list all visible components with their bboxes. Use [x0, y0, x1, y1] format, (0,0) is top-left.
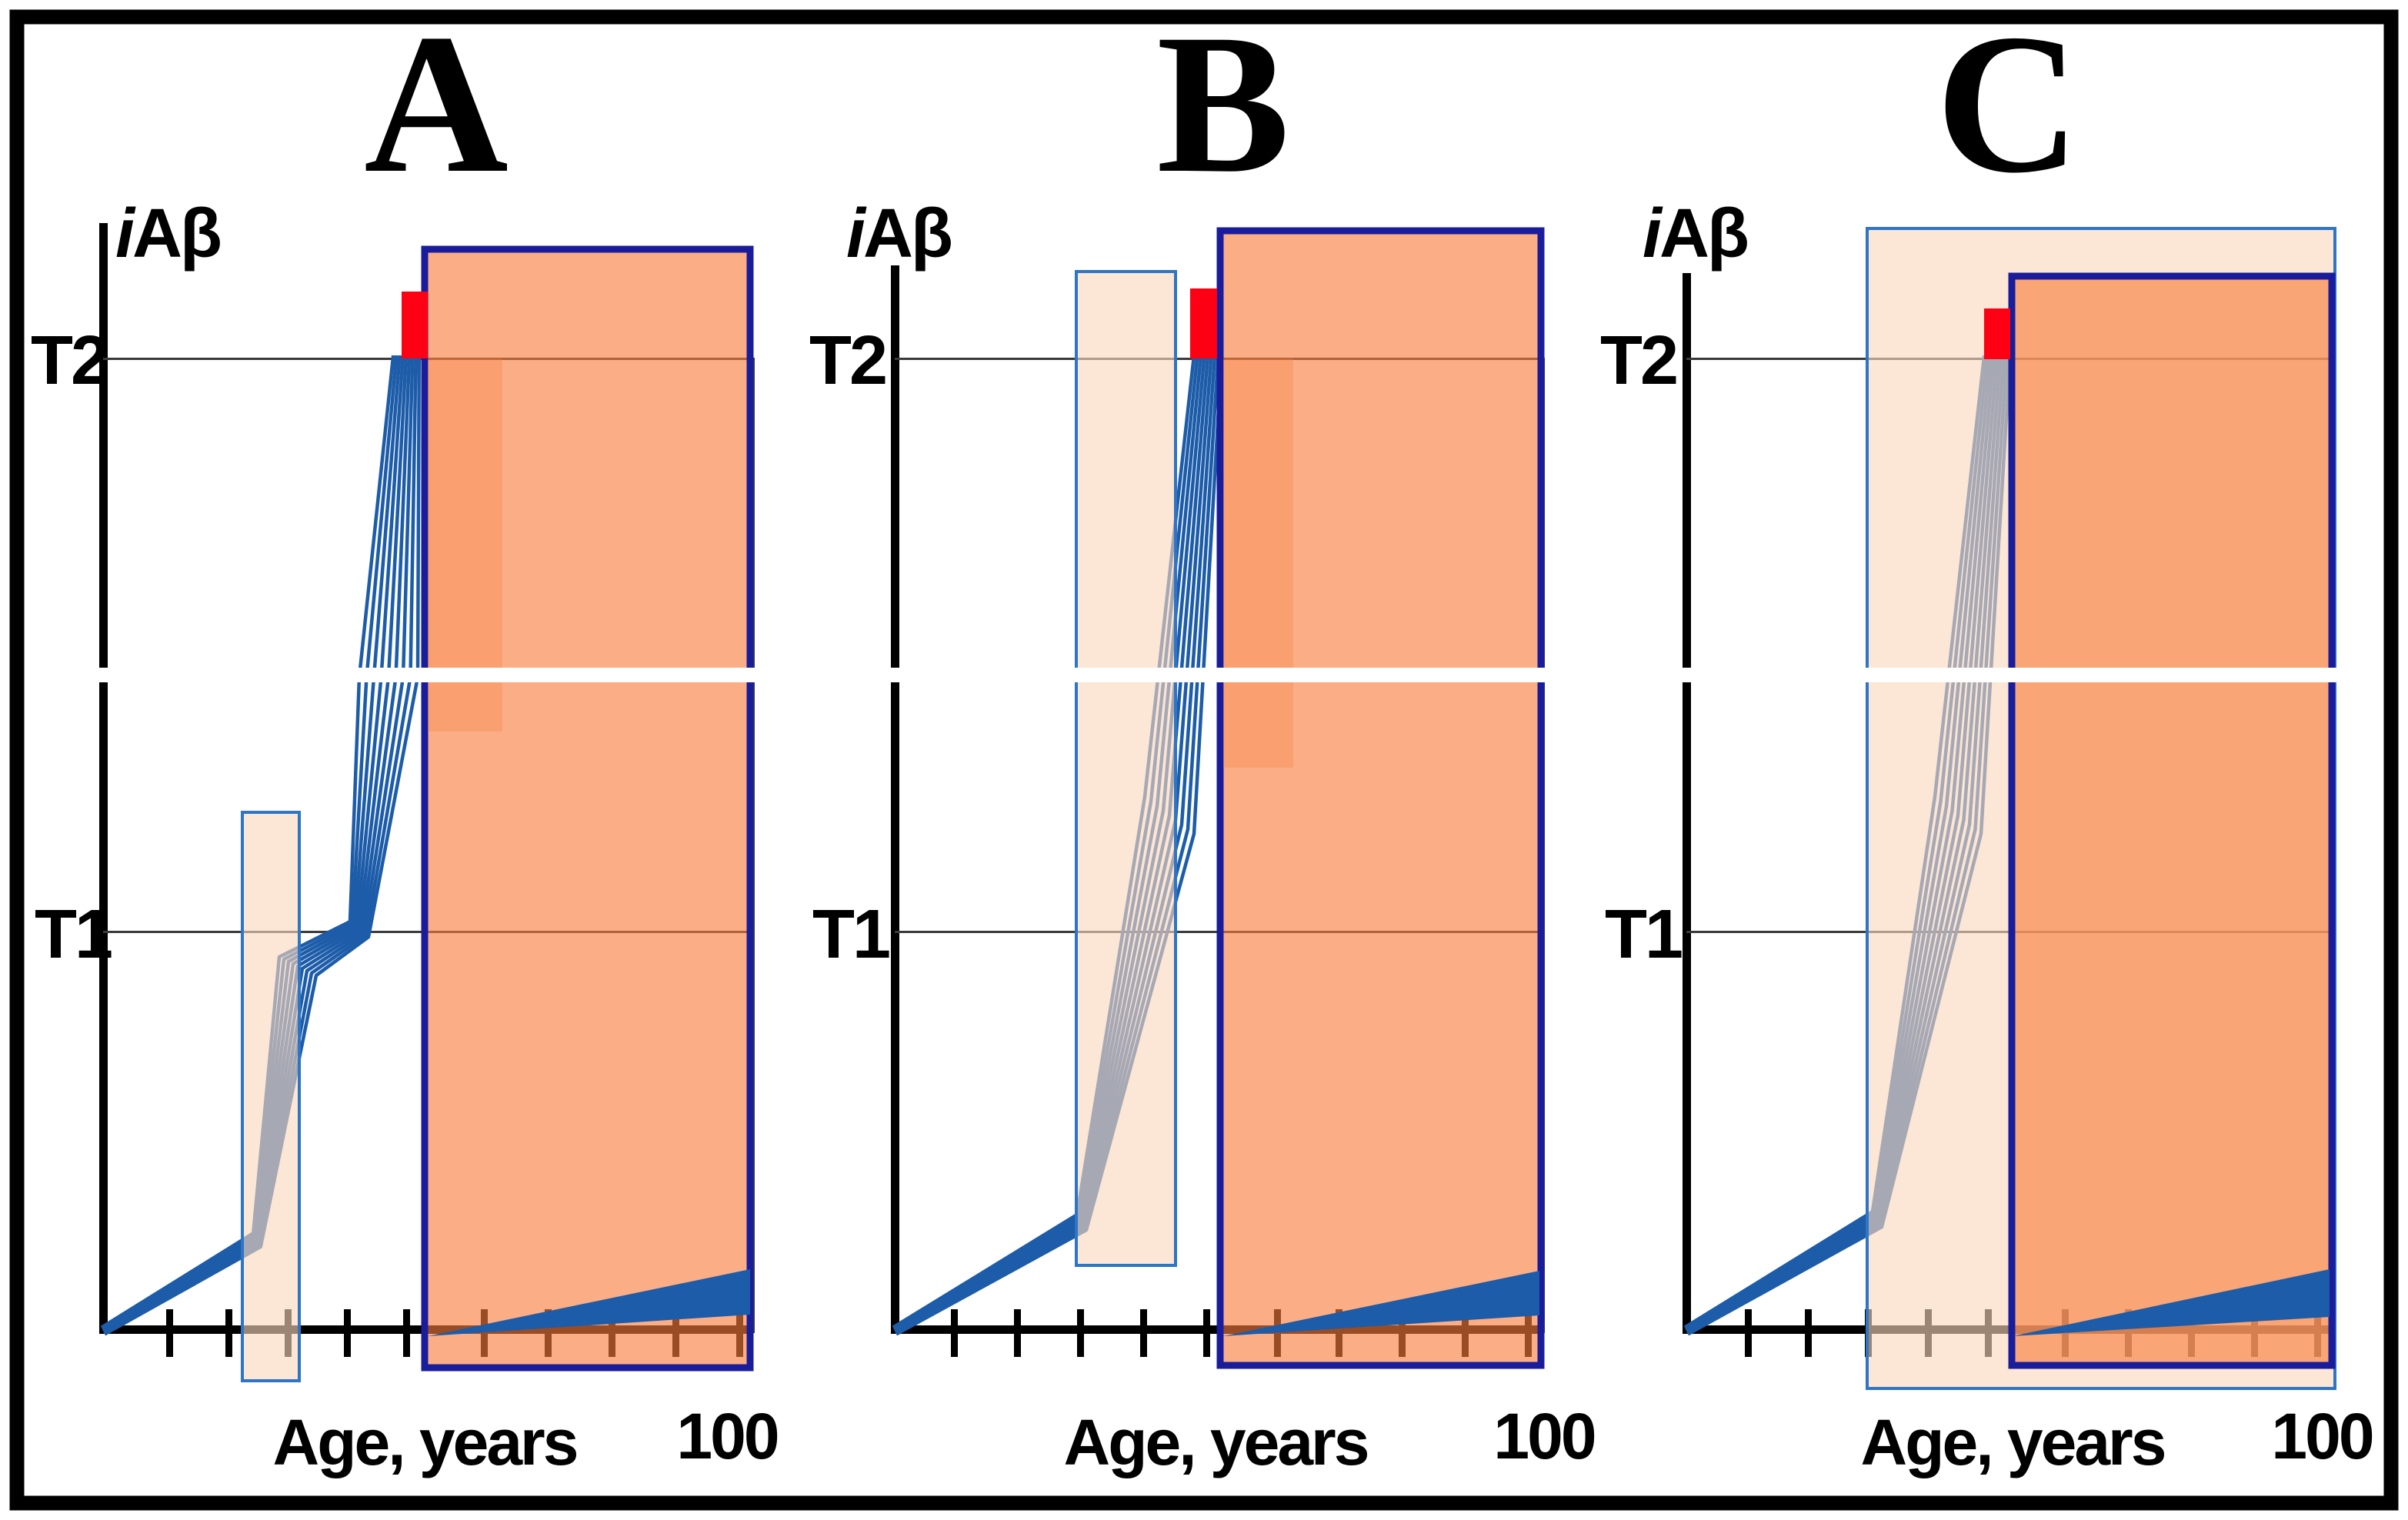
iab-trajectory-line	[101, 355, 402, 1331]
panel-title: C	[1936, 0, 2080, 215]
t2-tick-label: T2	[809, 322, 885, 399]
x-axis-tick	[403, 1309, 410, 1357]
y-axis-label-rest: Aβ	[1659, 195, 1747, 272]
t2-crossing-marker	[402, 292, 428, 358]
t1-tick-label: T1	[35, 896, 112, 973]
t1-tick-label: T1	[1605, 896, 1682, 973]
x-axis-tick	[225, 1309, 232, 1357]
t2-tick-label: T2	[1600, 322, 1676, 399]
late-trajectory-fan	[1223, 1271, 1539, 1336]
y-axis	[99, 223, 108, 1334]
y-axis-label: iAβ	[115, 195, 220, 272]
y-axis	[891, 265, 899, 1334]
late-trajectory-fan	[2013, 1269, 2330, 1336]
panel-B	[891, 227, 1545, 1369]
figure-border	[9, 9, 2399, 1511]
x-axis-tick	[1014, 1309, 1021, 1357]
x-axis-tick	[166, 1309, 173, 1357]
iab-trajectory-line	[101, 355, 399, 1330]
x-axis-label: Age, years	[273, 1406, 577, 1478]
iab-trajectory-line	[102, 355, 415, 1335]
y-axis-label-rest: Aβ	[132, 195, 220, 272]
x-axis-tick	[1805, 1309, 1812, 1357]
x-axis-tick	[1745, 1309, 1752, 1357]
shaded-ad-zone	[2008, 272, 2336, 1369]
axis-break-stripe	[28, 668, 2377, 682]
late-trajectory-fan	[428, 1269, 750, 1336]
shaded-ad-zone	[421, 245, 754, 1372]
x-max-label: 100	[676, 1400, 777, 1472]
t1-tick-label: T1	[812, 896, 889, 973]
iab-trajectory-line	[102, 355, 405, 1332]
highlight-window-band	[1075, 270, 1177, 1267]
iab-trajectory-line	[102, 355, 409, 1332]
x-axis-tick	[344, 1309, 351, 1357]
iab-trajectory-line	[103, 355, 422, 1336]
y-axis	[1683, 273, 1691, 1334]
y-axis-label-rest: Aβ	[863, 195, 951, 272]
t2-crossing-marker	[1984, 308, 2010, 359]
t2-tick-label: T2	[31, 322, 107, 399]
x-axis-tick	[951, 1309, 958, 1357]
panel-title: B	[1156, 0, 1289, 215]
x-axis	[891, 1325, 1541, 1334]
x-axis-tick	[1203, 1309, 1210, 1357]
x-max-label: 100	[1493, 1400, 1594, 1472]
x-max-label: 100	[2271, 1400, 2372, 1472]
x-axis-label: Age, years	[1861, 1406, 2165, 1478]
iab-trajectory-line	[103, 355, 418, 1335]
x-axis-label: Age, years	[1064, 1406, 1368, 1478]
t2-crossing-marker	[1190, 288, 1217, 358]
zone-overlap-shade	[1223, 358, 1293, 768]
panel-C	[1683, 227, 2336, 1390]
shaded-ad-zone	[1216, 227, 1545, 1369]
iab-trajectory-line	[102, 355, 412, 1334]
x-axis-tick	[1140, 1309, 1147, 1357]
y-axis-label: iAβ	[846, 195, 951, 272]
panel-A	[99, 223, 755, 1382]
iab-trajectory-line	[100, 355, 395, 1329]
panel-title: A	[364, 0, 509, 215]
y-axis-label: iAβ	[1643, 195, 1747, 272]
highlight-window-band	[241, 811, 301, 1382]
x-axis-tick	[1077, 1309, 1084, 1357]
